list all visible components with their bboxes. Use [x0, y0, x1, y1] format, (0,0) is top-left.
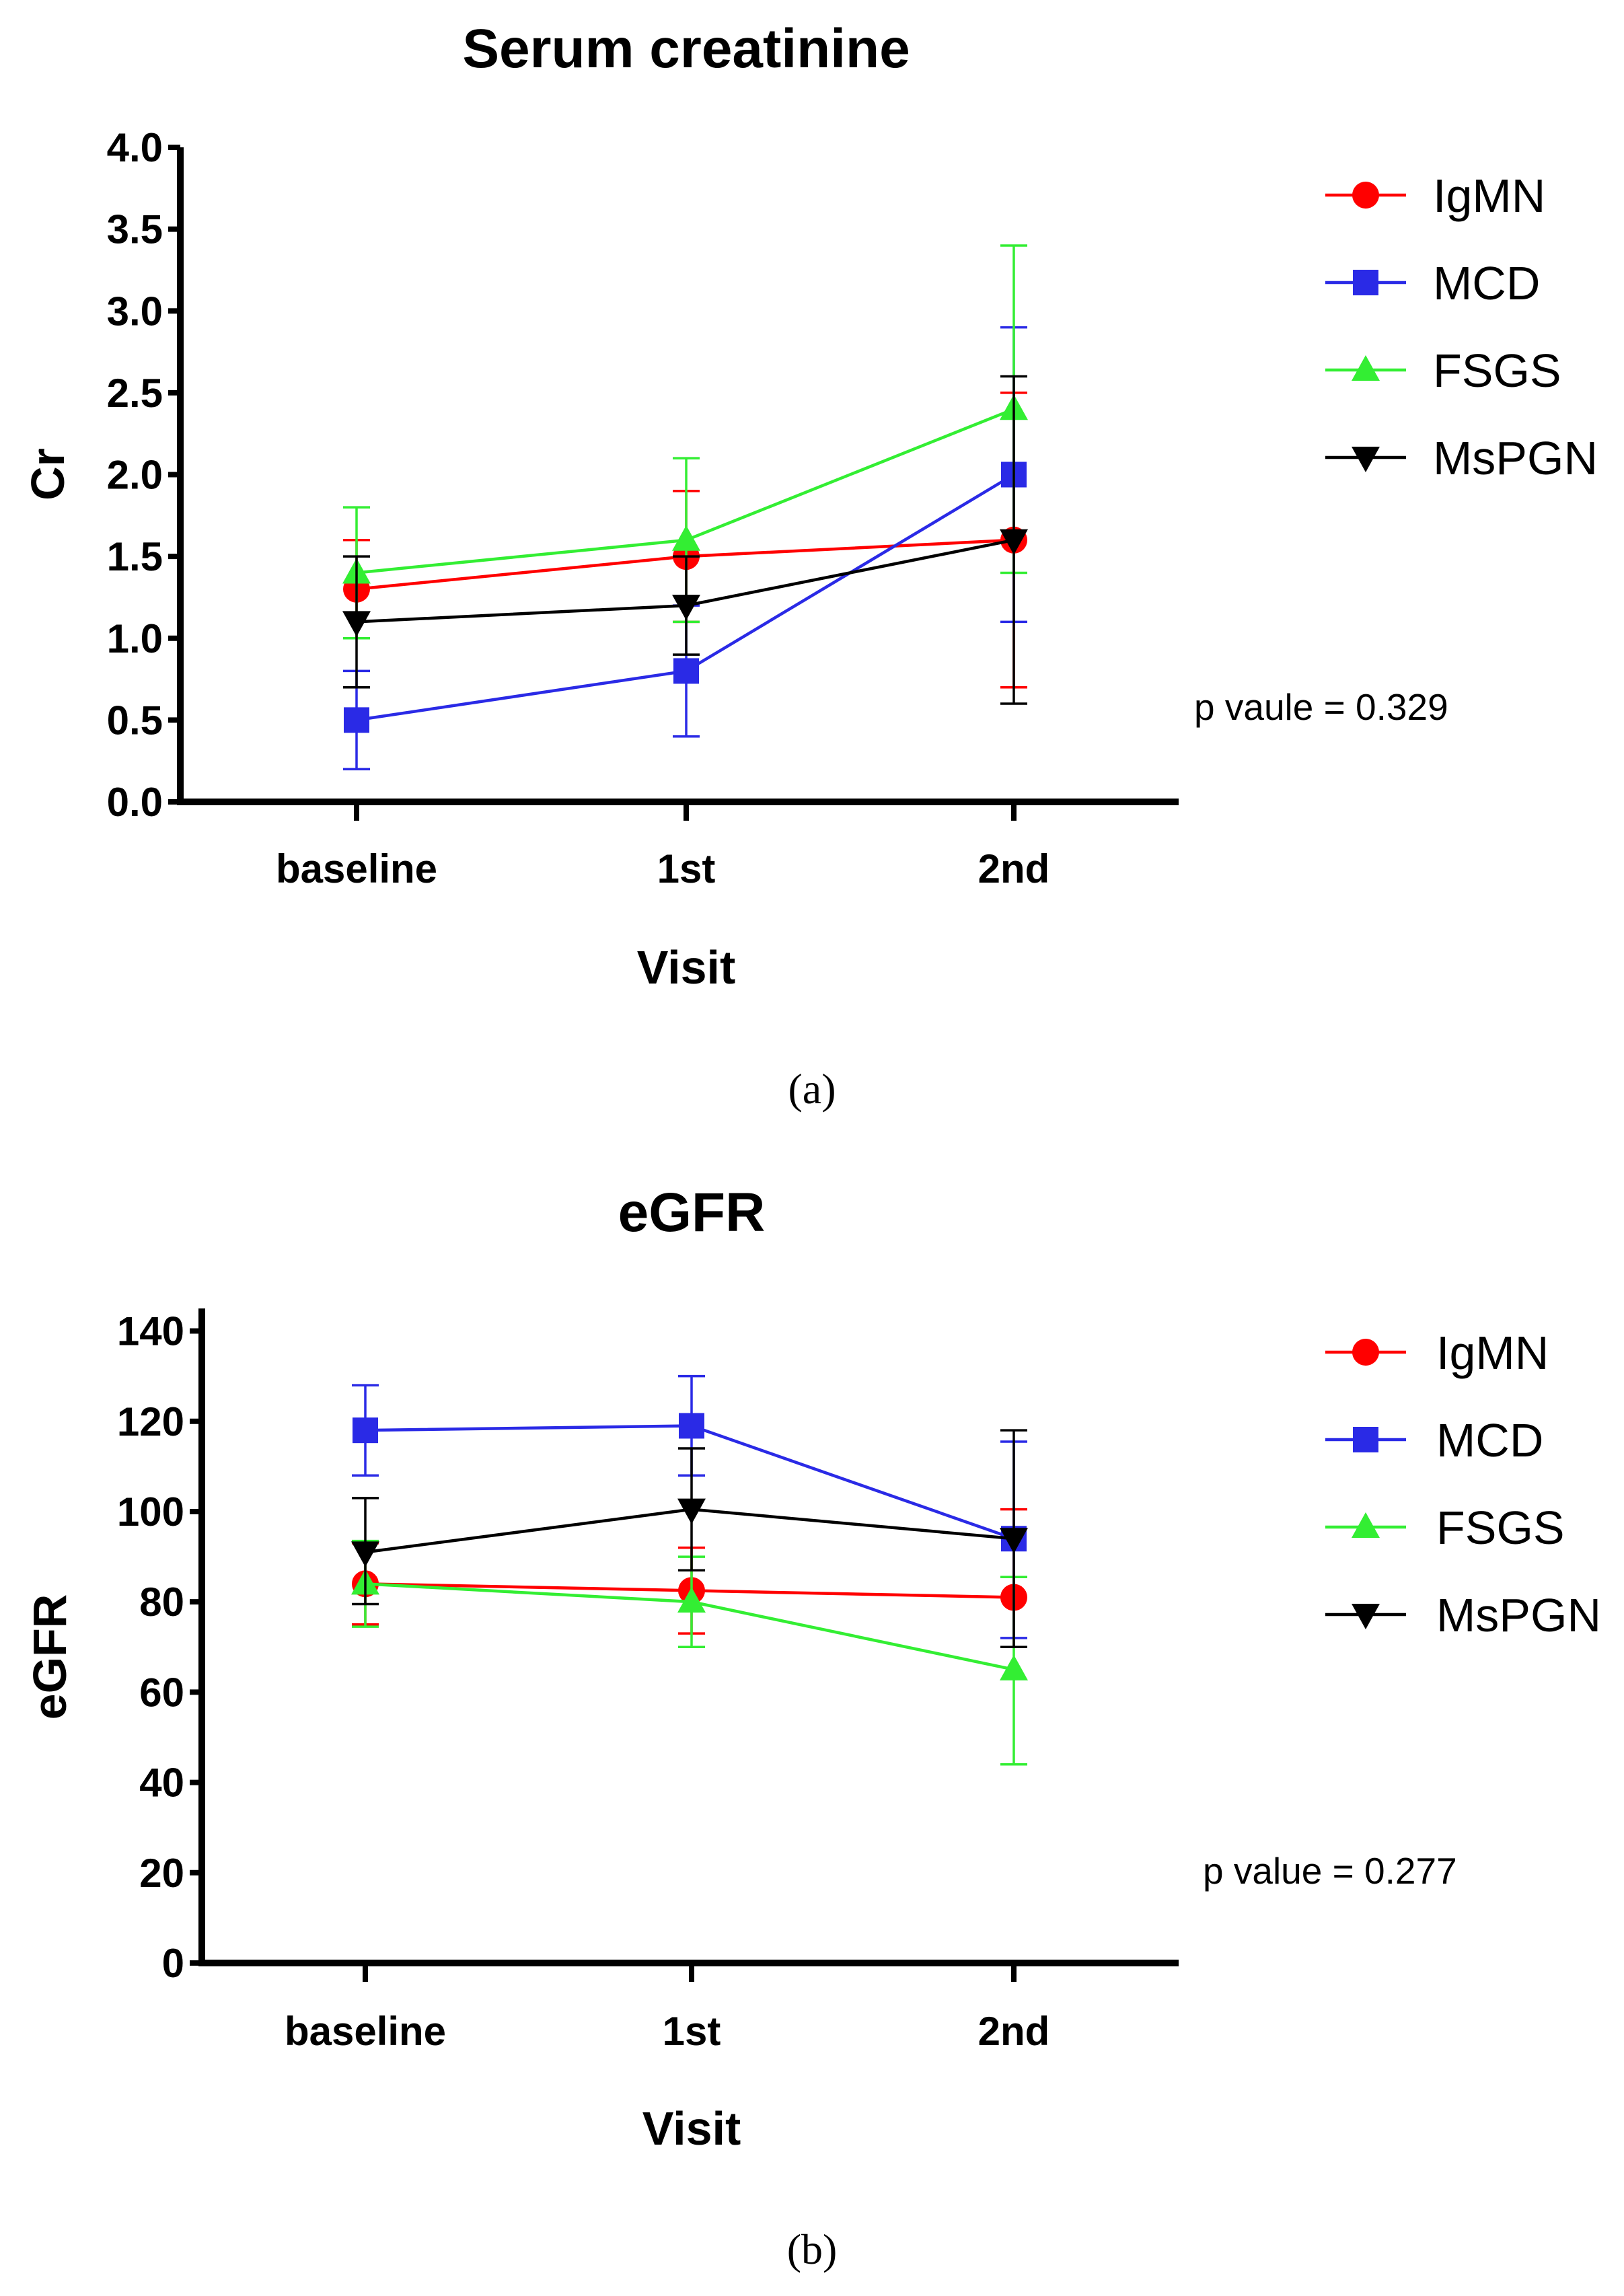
data-point [1000, 1654, 1028, 1680]
data-point [344, 707, 369, 733]
data-point [353, 1417, 378, 1444]
legend-label: MCD [1436, 1414, 1543, 1467]
legend-marker [1352, 447, 1380, 472]
x-ticks: baseline 1st 2nd [285, 1963, 1049, 2054]
y-tick-label: 1.5 [107, 534, 163, 579]
y-tick-label: 3.0 [107, 289, 163, 334]
axes [198, 1308, 1179, 1966]
data-point [672, 525, 700, 551]
legend-label: IgMN [1433, 170, 1545, 222]
data-point [673, 658, 699, 684]
y-tick-label: 3.5 [107, 207, 163, 252]
y-tick-label: 1.0 [107, 616, 163, 661]
data-point [677, 1587, 706, 1613]
data-series [351, 1374, 1028, 1766]
y-tick-label: 80 [139, 1580, 184, 1625]
axes [177, 147, 1179, 805]
x-axis-label: Visit [642, 2102, 741, 2155]
panel-a-serum-creatinine: Serum creatinine 0.0 0.5 1.0 1.5 2.0 2.5 3.0 3.… [22, 18, 1598, 1113]
y-axis-label: Cr [22, 448, 74, 501]
x-tick-label: baseline [276, 846, 437, 891]
legend-item-mcd: MCD [1325, 257, 1540, 309]
chart-title: eGFR [618, 1182, 766, 1243]
data-point [351, 1541, 379, 1567]
y-ticks: 0.0 0.5 1.0 1.5 2.0 2.5 3.0 3.5 4.0 [107, 125, 180, 825]
series-line [365, 1424, 1014, 1541]
y-tick-label: 2.0 [107, 453, 163, 498]
x-tick-label: 2nd [978, 846, 1050, 891]
panel-b-egfr: eGFR 0 20 40 60 80 100 120 140 baseline 1st 2nd V… [24, 1182, 1601, 2273]
x-tick-label: 1st [663, 2009, 721, 2054]
y-tick-label: 0.0 [107, 780, 163, 825]
legend-label: IgMN [1436, 1327, 1549, 1379]
y-tick-label: 4.0 [107, 125, 163, 170]
legend-label: MCD [1433, 257, 1540, 309]
data-point [677, 1498, 706, 1524]
legend-label: MsPGN [1436, 1589, 1601, 1641]
y-axis-label: eGFR [24, 1594, 76, 1720]
data-point [679, 1413, 704, 1439]
legend-item-mspgn: MsPGN [1325, 432, 1598, 484]
legend: IgMN MCD FSGS MsPGN [1325, 1327, 1601, 1641]
legend-label: FSGS [1433, 344, 1561, 397]
series-mspgn [342, 375, 1028, 705]
series-mspgn [351, 1429, 1028, 1649]
y-tick-label: 60 [139, 1670, 184, 1715]
legend-item-fsgs: FSGS [1325, 344, 1561, 397]
legend-item-igmn: IgMN [1325, 170, 1545, 222]
legend-label: MsPGN [1433, 432, 1598, 484]
data-point [672, 595, 700, 621]
legend-marker [1352, 1512, 1380, 1538]
p-value-annotation: p value = 0.277 [1203, 1850, 1457, 1892]
panel-label: (a) [788, 1065, 836, 1113]
legend-marker [1352, 1604, 1380, 1629]
x-tick-label: baseline [285, 2009, 446, 2054]
y-tick-label: 0 [162, 1941, 184, 1986]
legend-marker [1352, 355, 1380, 381]
legend: IgMN MCD FSGS MsPGN [1325, 170, 1598, 484]
panel-label: (b) [787, 2225, 838, 2273]
y-tick-label: 140 [117, 1309, 184, 1354]
data-point [1000, 1528, 1028, 1554]
y-tick-label: 20 [139, 1851, 184, 1896]
legend-marker [1352, 1339, 1379, 1366]
data-point [1000, 529, 1028, 555]
x-ticks: baseline 1st 2nd [276, 802, 1049, 891]
legend-marker [1352, 182, 1379, 209]
y-tick-label: 100 [117, 1489, 184, 1534]
y-tick-label: 0.5 [107, 698, 163, 743]
y-tick-label: 2.5 [107, 371, 163, 416]
x-tick-label: 2nd [978, 2009, 1050, 2054]
legend-marker [1353, 270, 1378, 295]
y-ticks: 0 20 40 60 80 100 120 140 [117, 1309, 202, 1986]
legend-item-fsgs: FSGS [1325, 1502, 1565, 1554]
x-tick-label: 1st [657, 846, 716, 891]
chart-title: Serum creatinine [462, 18, 910, 79]
y-tick-label: 40 [139, 1761, 184, 1806]
series-fsgs [351, 1539, 1028, 1766]
data-series [342, 244, 1028, 771]
legend-item-mcd: MCD [1325, 1414, 1543, 1467]
data-point [342, 611, 371, 637]
x-axis-label: Visit [637, 941, 736, 994]
legend-item-mspgn: MsPGN [1325, 1589, 1601, 1641]
legend-marker [1353, 1427, 1378, 1452]
legend-label: FSGS [1436, 1502, 1565, 1554]
p-value-annotation: p vaule = 0.329 [1194, 686, 1448, 728]
legend-item-igmn: IgMN [1325, 1327, 1549, 1379]
y-tick-label: 120 [117, 1399, 184, 1444]
